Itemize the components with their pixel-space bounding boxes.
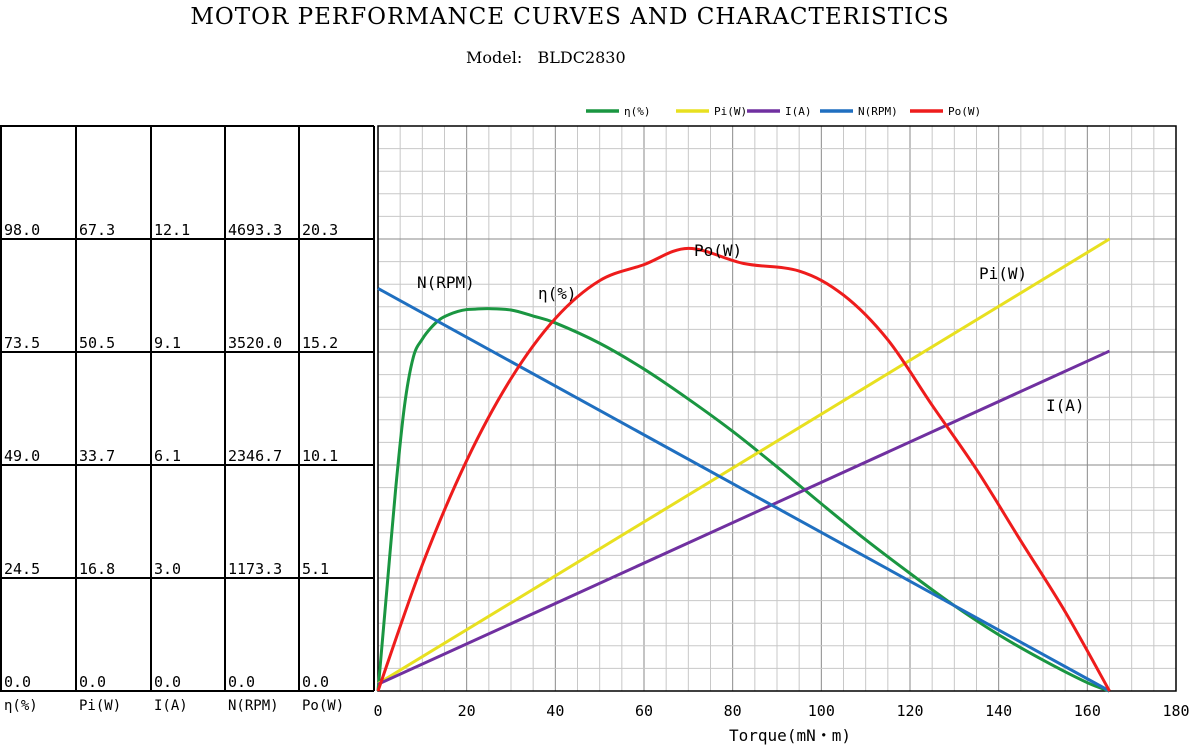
- axis-tick-label: 49.0: [4, 447, 40, 465]
- x-tick-label: 140: [985, 702, 1012, 720]
- plot-frame: [377, 125, 1177, 692]
- axis-tick-label: 1173.3: [228, 560, 282, 578]
- legend-label: N(RPM): [858, 105, 898, 118]
- x-tick-label: 180: [1162, 702, 1189, 720]
- axis-tick-label: 6.1: [154, 447, 181, 465]
- series-label: Po(W): [694, 241, 742, 260]
- axis-tick-label: 67.3: [79, 221, 115, 239]
- series-line: [377, 287, 1111, 693]
- x-tick-label: 60: [635, 702, 653, 720]
- axis-tick-label: 0.0: [4, 673, 31, 691]
- series-line: [376, 307, 1111, 693]
- series-line: [376, 246, 1111, 692]
- axis-tick-label: 33.7: [79, 447, 115, 465]
- scale-table-values: 0.0 24.5 49.0 73.5 98.0 η(%) 0.0 16.8 33.7 50.5 67…: [4, 221, 344, 714]
- axis-tick-label: 3.0: [154, 560, 181, 578]
- axis-tick-label: 0.0: [302, 673, 329, 691]
- series-label: I(A): [1046, 396, 1085, 415]
- legend-label: I(A): [785, 105, 812, 118]
- axis-tick-label: 0.0: [154, 673, 181, 691]
- axis-tick-label: 24.5: [4, 560, 40, 578]
- axis-tick-label: 50.5: [79, 334, 115, 352]
- axis-tick-label: 5.1: [302, 560, 329, 578]
- axis-title: Pi(W): [79, 698, 121, 714]
- axis-tick-label: 98.0: [4, 221, 40, 239]
- x-tick-label: 20: [458, 702, 476, 720]
- plot-grid: [377, 125, 1177, 692]
- plot-labels: 0 20 40 60 80 100 120 140 160 180 Torque(mN・m) η(%)…: [373, 241, 1189, 745]
- axis-tick-label: 0.0: [228, 673, 255, 691]
- axis-title: η(%): [4, 698, 38, 714]
- x-tick-label: 40: [546, 702, 564, 720]
- plot-series: [376, 237, 1111, 693]
- axis-tick-label: 12.1: [154, 221, 190, 239]
- axis-title: N(RPM): [228, 698, 279, 714]
- x-axis-title: Torque(mN・m): [729, 726, 851, 745]
- series-label: η(%): [538, 284, 577, 303]
- series-label: Pi(W): [979, 264, 1027, 283]
- chart-title: MOTOR PERFORMANCE CURVES AND CHARACTERIS…: [190, 4, 950, 30]
- series-line: [377, 237, 1111, 685]
- legend-label: Po(W): [948, 105, 981, 118]
- chart-legend: η(%) Pi(W) I(A) N(RPM) Po(W): [586, 105, 981, 118]
- axis-tick-label: 10.1: [302, 447, 338, 465]
- axis-tick-label: 2346.7: [228, 447, 282, 465]
- legend-label: Pi(W): [714, 105, 747, 118]
- series-line: [377, 349, 1111, 686]
- x-tick-label: 160: [1074, 702, 1101, 720]
- axis-tick-label: 20.3: [302, 221, 338, 239]
- axis-title: I(A): [154, 698, 188, 714]
- scale-table-grid: [0, 125, 375, 692]
- axis-tick-label: 16.8: [79, 560, 115, 578]
- legend-label: η(%): [624, 105, 651, 118]
- x-tick-label: 0: [373, 702, 382, 720]
- series-label: N(RPM): [417, 273, 475, 292]
- axis-tick-label: 4693.3: [228, 221, 282, 239]
- x-tick-label: 80: [724, 702, 742, 720]
- x-tick-label: 120: [896, 702, 923, 720]
- chart-subtitle: Model: BLDC2830: [466, 48, 626, 67]
- axis-tick-label: 3520.0: [228, 334, 282, 352]
- axis-title: Po(W): [302, 698, 344, 714]
- x-tick-label: 100: [808, 702, 835, 720]
- axis-tick-label: 73.5: [4, 334, 40, 352]
- axis-tick-label: 0.0: [79, 673, 106, 691]
- axis-tick-label: 15.2: [302, 334, 338, 352]
- axis-tick-label: 9.1: [154, 334, 181, 352]
